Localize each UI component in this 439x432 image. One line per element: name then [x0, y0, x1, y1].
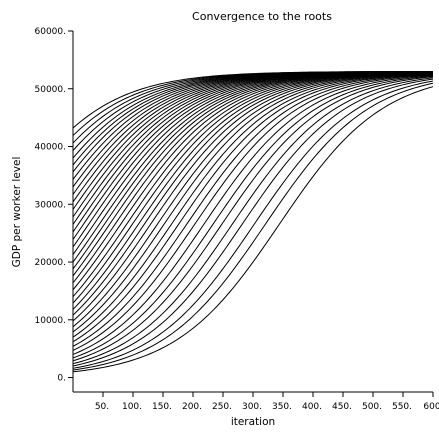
y-axis-label: GDP per worker level [11, 157, 23, 268]
series-line-9 [72, 74, 434, 351]
chart-title: Convergence to the roots [192, 10, 332, 23]
series-line-38 [72, 71, 434, 159]
series-line-6 [72, 76, 434, 362]
series-line-2 [72, 82, 434, 371]
series-line-12 [72, 72, 434, 338]
x-tick-label: 200. [182, 402, 202, 412]
x-tick-label: 450. [332, 402, 352, 412]
series-line-11 [72, 73, 434, 343]
series-line-1 [72, 86, 434, 373]
series-line-5 [72, 77, 434, 365]
x-tick-label: 600 [423, 402, 439, 412]
x-tick-label: 50. [95, 402, 109, 412]
y-tick-label: 40000. [35, 143, 67, 153]
series-line-13 [72, 72, 434, 333]
series-line-15 [72, 72, 434, 322]
y-tick-label: 0. [57, 374, 66, 384]
x-tick-label: 300. [242, 402, 262, 412]
series-curves [72, 71, 434, 373]
series-line-14 [72, 72, 434, 328]
series-line-24 [72, 71, 434, 263]
series-line-4 [72, 78, 434, 367]
x-tick-label: 350. [272, 402, 292, 412]
x-tick-label: 250. [212, 402, 232, 412]
y-tick-label: 50000. [35, 85, 67, 95]
series-line-10 [72, 73, 434, 347]
x-axis-label: iteration [231, 416, 275, 428]
x-tick-label: 500. [362, 402, 382, 412]
x-tick-label: 550. [392, 402, 412, 412]
series-line-18 [72, 71, 434, 304]
series-line-8 [72, 74, 434, 355]
y-axis-ticks: 0. 10000. 20000. 30000. 40000. 50000. 60000. [35, 27, 73, 384]
y-tick-label: 20000. [35, 258, 67, 268]
x-tick-label: 150. [152, 402, 172, 412]
x-tick-label: 400. [302, 402, 322, 412]
x-axis-ticks: 50. 100. 150. 200. 250. 300. 350. 400. 450. 500. 5… [95, 392, 439, 412]
y-tick-label: 30000. [35, 200, 67, 210]
series-line-3 [72, 80, 434, 369]
series-line-7 [72, 75, 434, 359]
series-line-42 [72, 71, 434, 129]
y-tick-label: 60000. [35, 27, 67, 37]
x-tick-label: 100. [122, 402, 142, 412]
y-tick-label: 10000. [35, 316, 67, 326]
